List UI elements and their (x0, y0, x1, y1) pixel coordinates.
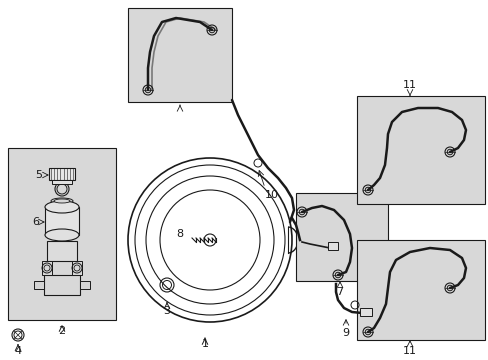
Bar (47, 241, 77, 261)
Text: 10: 10 (264, 190, 279, 200)
Text: 11: 11 (402, 80, 416, 90)
Text: 6: 6 (32, 217, 39, 227)
Bar (49, 168, 75, 180)
Ellipse shape (45, 229, 79, 241)
Text: 1: 1 (201, 339, 208, 349)
Bar (80, 281, 90, 289)
Bar (356, 96, 484, 204)
Bar (42, 261, 52, 275)
Text: 9: 9 (342, 328, 349, 338)
Bar (34, 281, 44, 289)
Text: 2: 2 (59, 326, 65, 336)
Text: 4: 4 (15, 346, 21, 356)
Ellipse shape (54, 199, 70, 203)
Bar (72, 261, 82, 275)
Bar (356, 240, 484, 340)
Bar (8, 148, 116, 320)
Text: 8: 8 (176, 229, 183, 239)
Bar (52, 180, 72, 184)
Bar (45, 207, 79, 235)
Text: 11: 11 (402, 346, 416, 356)
Bar (359, 308, 371, 316)
Text: 3: 3 (163, 306, 170, 316)
Bar (44, 275, 80, 295)
Ellipse shape (45, 201, 79, 213)
Bar (327, 242, 337, 250)
Text: 7: 7 (336, 287, 343, 297)
Bar (295, 193, 387, 281)
Ellipse shape (51, 198, 73, 204)
Text: 5: 5 (35, 170, 42, 180)
Bar (128, 8, 231, 102)
